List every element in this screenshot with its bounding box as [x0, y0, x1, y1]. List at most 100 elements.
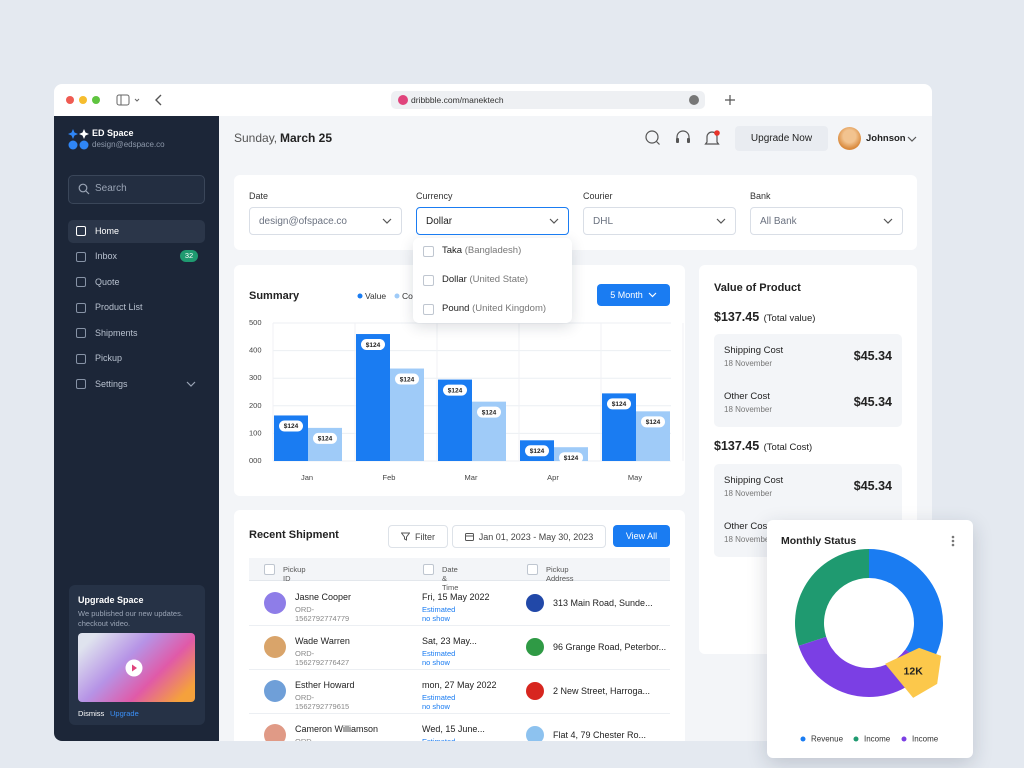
view-all-button[interactable]: View All [613, 525, 670, 547]
header-checkbox[interactable] [264, 564, 275, 575]
total-note: (Total Cost) [763, 442, 813, 453]
bar-tag: $124 [482, 409, 497, 416]
settings-chevron[interactable] [186, 380, 196, 388]
max-dot[interactable] [92, 96, 100, 104]
pickup-date: Sat, 23 May... [422, 636, 477, 646]
callout-label: 12K [904, 666, 924, 678]
nav-item[interactable]: Inbox 32 [68, 245, 205, 268]
avatar [264, 636, 286, 658]
filter-value: DHL [593, 216, 614, 227]
bar-tag-bg [443, 384, 467, 396]
menu-item[interactable]: Dollar (United State) [442, 274, 528, 285]
chart-title: Summary [249, 290, 300, 302]
total-line: $137.45 (Total Cost) [714, 437, 812, 455]
play-button[interactable] [125, 659, 143, 677]
nav-item[interactable]: Quote [68, 271, 205, 294]
pickup-date: Fri, 15 May 2022 [422, 592, 490, 602]
column-label[interactable]: Date & Time [442, 565, 459, 592]
date-range[interactable]: Jan 01, 2023 - May 30, 2023 [452, 525, 606, 548]
dismiss-link[interactable]: Dismiss [78, 709, 105, 718]
sidebar-toggle[interactable] [116, 94, 130, 106]
avatar [264, 724, 286, 741]
back-button[interactable] [155, 94, 162, 106]
legend-label: Income [864, 735, 891, 744]
menu-checkbox[interactable] [423, 246, 434, 257]
pickup-date: Wed, 15 June... [422, 724, 485, 734]
url-bar[interactable] [391, 91, 705, 109]
bar-tag: $124 [448, 387, 463, 394]
pickup-address: 96 Grange Road, Peterbor... [553, 642, 667, 652]
column-label[interactable]: Pickup Address [546, 565, 574, 583]
cost-name: Other Cost [724, 391, 770, 402]
pickup-status[interactable]: Estimated no show [422, 649, 456, 667]
avatar [264, 680, 286, 702]
total-note: (Total value) [763, 313, 816, 324]
filter-button[interactable]: Filter [388, 525, 448, 548]
x-tick-label: Mar [465, 473, 478, 482]
close-dot[interactable] [66, 96, 74, 104]
brand-name: ED Space [92, 128, 134, 138]
chevron-path [549, 218, 559, 224]
nav-item[interactable]: Settings [68, 373, 205, 396]
user-chevron[interactable] [907, 135, 917, 143]
new-tab[interactable] [725, 95, 735, 105]
header-checkbox[interactable] [527, 564, 538, 575]
x-tick-label: May [628, 473, 642, 482]
currency-menu: Taka (Bangladesh) Dollar (United State) Po… [413, 238, 572, 323]
donut-slice [798, 636, 929, 697]
nav-label: Shipments [95, 327, 138, 338]
filter-label: Currency [416, 191, 453, 201]
cost-date: 18 November [724, 405, 773, 414]
nav-label: Quote [95, 276, 120, 287]
brand-email: design@edspace.co [92, 140, 165, 149]
upgrade-link[interactable]: Upgrade [110, 709, 139, 718]
x-tick-label: Jan [301, 473, 313, 482]
pickup-status[interactable]: Estimated no show [422, 737, 455, 741]
min-dot[interactable] [79, 96, 87, 104]
column-label[interactable]: Pickup ID [283, 565, 306, 583]
chevron [716, 218, 726, 224]
filter-value: Dollar [426, 216, 453, 227]
bar-tag-bg [477, 406, 501, 418]
nav-badge: 32 [180, 250, 198, 262]
filter-select[interactable]: DHL [583, 207, 736, 235]
filter-select[interactable]: design@ofspace.co [249, 207, 402, 235]
user-name[interactable]: Johnson [866, 133, 906, 144]
legend-dot [853, 736, 859, 742]
nav-item[interactable]: Shipments [68, 322, 205, 345]
search-box[interactable] [68, 175, 205, 204]
filter-select[interactable]: All Bank [750, 207, 903, 235]
pickup-status[interactable]: Estimated no show [422, 693, 456, 711]
menu-item[interactable]: Pound (United Kingdom) [442, 303, 546, 314]
menu-checkbox[interactable] [423, 304, 434, 315]
menu-item[interactable]: Taka (Bangladesh) [442, 245, 521, 256]
legend-dot [394, 293, 400, 299]
header-checkbox[interactable] [423, 564, 434, 575]
summary-chart: Summary Value Cost 000 100 200 300 400 500 Jan $1… [249, 290, 684, 482]
currency-country: (United State) [469, 274, 529, 285]
support-icon[interactable] [676, 130, 690, 140]
bar-tag: $124 [366, 342, 381, 349]
nav-item[interactable]: Product List [68, 296, 205, 319]
table-header [249, 558, 670, 581]
nav-item[interactable]: Pickup [68, 347, 205, 370]
user-avatar[interactable] [838, 127, 861, 150]
more-icon[interactable] [689, 95, 699, 105]
icon-part [676, 138, 679, 143]
legend-label: Income [912, 735, 939, 744]
legend-label: Value [365, 291, 386, 301]
search-icon [78, 183, 90, 195]
bar-tag-bg [559, 452, 583, 464]
y-tick-label: 000 [249, 456, 262, 465]
filter-select[interactable]: Dollar [416, 207, 569, 235]
upgrade-button[interactable]: Upgrade Now [735, 126, 828, 151]
pickup-status[interactable]: Estimated no show [422, 605, 456, 623]
nav-item[interactable]: Home [68, 219, 205, 243]
period-button[interactable]: 5 Month [597, 284, 670, 306]
search-icon[interactable] [645, 130, 659, 144]
menu-checkbox[interactable] [423, 275, 434, 286]
nav-icon [76, 251, 86, 262]
more-icon[interactable] [951, 535, 955, 547]
nav-label: Settings [95, 378, 128, 389]
bar-tag-bg [641, 416, 665, 428]
